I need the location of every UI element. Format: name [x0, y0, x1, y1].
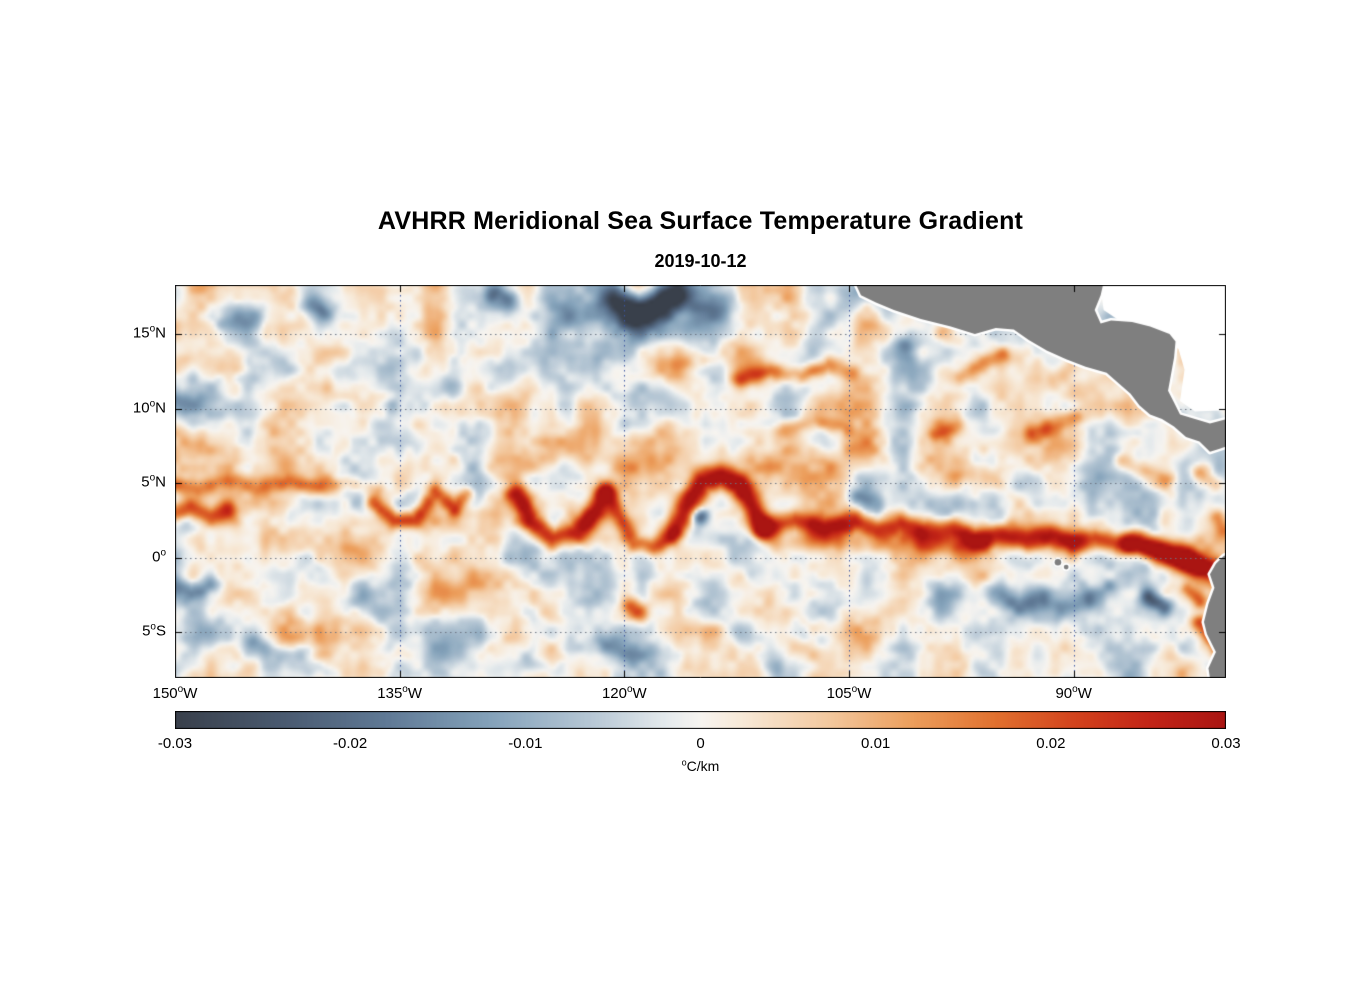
colorbar-tick-label: -0.01 — [508, 735, 543, 752]
x-tick-label: 150oW — [152, 684, 198, 703]
colorbar-gradient — [175, 711, 1226, 729]
colorbar-unit-label: oC/km — [681, 757, 720, 774]
figure-date: 2019-10-12 — [654, 251, 747, 271]
x-tick-label: 105oW — [826, 684, 872, 703]
x-tick-label: 90oW — [1055, 684, 1092, 703]
x-tick-label: 120oW — [601, 684, 647, 703]
colorbar-tick-label: 0.01 — [861, 735, 891, 752]
colorbar-tick-label: -0.03 — [157, 735, 193, 752]
y-tick-label: 15oN — [132, 323, 166, 342]
colorbar-tick-label: -0.02 — [333, 735, 368, 752]
y-tick-label: 5oS — [142, 622, 166, 641]
figure-title: AVHRR Meridional Sea Surface Temperature… — [377, 207, 1024, 235]
sst-gradient-heatmap — [175, 285, 1226, 678]
y-tick-label: 10oN — [132, 398, 166, 417]
colorbar-tick-label: 0.03 — [1211, 735, 1241, 752]
colorbar-tick-label: 0.02 — [1036, 735, 1066, 752]
x-tick-label: 135oW — [377, 684, 423, 703]
y-tick-label: 5oN — [141, 472, 166, 491]
y-tick-label: 0o — [152, 547, 166, 566]
colorbar-tick-label: 0 — [696, 735, 705, 752]
